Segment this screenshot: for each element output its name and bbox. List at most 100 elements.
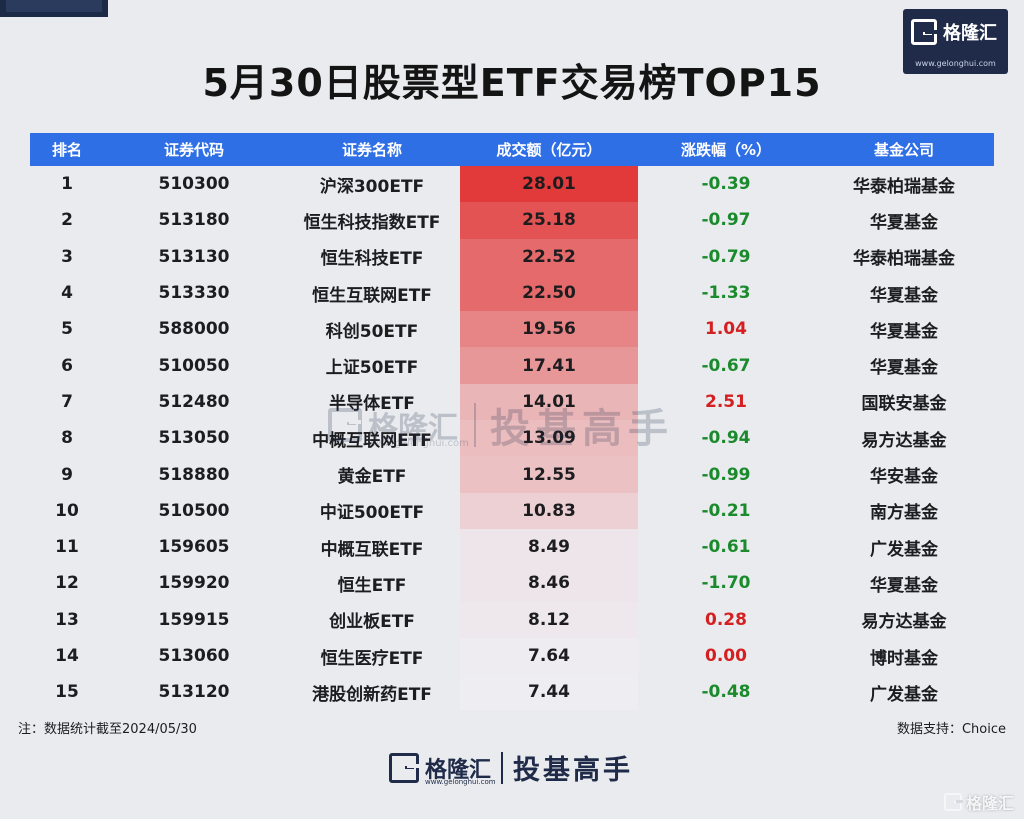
table-row: 3 513130 恒生科技ETF 22.52 -0.79 华泰柏瑞基金	[30, 238, 994, 275]
table-row: 8 513050 中概互联网ETF 13.09 -0.94 易方达基金	[30, 420, 994, 457]
cell-amount: 22.52	[460, 238, 638, 275]
cell-company: 华夏基金	[870, 285, 938, 306]
watermark-url: www.gelonghui.com	[368, 438, 469, 449]
gelonghui-logo-icon	[911, 19, 937, 45]
cell-rank: 11	[55, 537, 79, 558]
table-row: 4 513330 恒生互联网ETF 22.50 -1.33 华夏基金	[30, 274, 994, 312]
cell-name: 中概互联网ETF	[312, 430, 432, 451]
cell-name: 半导体ETF	[329, 394, 415, 415]
cell-name: 恒生医疗ETF	[320, 648, 424, 669]
cell-amount: 7.64	[460, 637, 638, 675]
table-row: 9 518880 黄金ETF 12.55 -0.99 华安基金	[30, 456, 994, 493]
brand-logo-row: 格隆汇	[911, 19, 997, 45]
brand-name: 格隆汇	[943, 23, 997, 44]
cell-company: 华安基金	[870, 467, 938, 488]
cell-name: 创业板ETF	[329, 612, 415, 633]
cell-company: 华夏基金	[870, 358, 938, 379]
cell-rank: 12	[55, 573, 79, 594]
cell-code: 159920	[158, 573, 230, 594]
cell-amount: 25.18	[460, 202, 638, 239]
cell-change: -0.97	[701, 210, 751, 231]
cell-rank: 4	[61, 283, 73, 304]
cell-amount: 10.83	[460, 492, 638, 529]
cell-change: -0.67	[701, 355, 751, 376]
cell-change: -0.61	[701, 537, 751, 558]
cell-code: 510050	[158, 355, 230, 376]
cell-name: 中证500ETF	[319, 503, 425, 524]
cell-company: 易方达基金	[861, 612, 947, 633]
header-change: 涨跌幅（%）	[680, 141, 772, 159]
table-row: 6 510050 上证50ETF 17.41 -0.67 华夏基金	[30, 347, 994, 384]
cell-company: 华夏基金	[870, 212, 938, 233]
cell-rank: 2	[61, 210, 73, 231]
cell-change: 2.51	[705, 391, 747, 412]
center-watermark: 格隆汇 投基高手 www.gelonghui.com	[328, 396, 674, 454]
cell-amount: 8.46	[460, 565, 638, 602]
cell-code: 513330	[158, 283, 230, 304]
watermark-slogan: 投基高手	[490, 405, 674, 452]
cell-change: -0.94	[701, 428, 751, 449]
cell-code: 159915	[158, 609, 230, 630]
watermark-logo-icon	[328, 408, 362, 442]
cell-amount: 7.44	[460, 674, 638, 711]
page-title: 5月30日股票型ETF交易榜TOP15	[202, 61, 822, 105]
table-row: 5 588000 科创50ETF 19.56 1.04 华夏基金	[30, 311, 994, 348]
table-row: 12 159920 恒生ETF 8.46 -1.70 华夏基金	[30, 565, 994, 602]
cell-company: 易方达基金	[861, 430, 947, 451]
cell-code: 518880	[158, 464, 230, 485]
cell-company: 华夏基金	[870, 321, 938, 342]
cell-name: 上证50ETF	[325, 358, 419, 379]
cell-name: 恒生互联网ETF	[312, 285, 432, 306]
cell-change: 0.00	[705, 646, 747, 666]
cell-code: 513180	[158, 210, 230, 231]
cell-amount: 12.55	[460, 456, 638, 493]
cell-amount: 28.01	[460, 166, 638, 203]
table-row: 10 510500 中证500ETF 10.83 -0.21 南方基金	[30, 492, 994, 529]
cell-rank: 5	[61, 319, 73, 340]
table-row: 14 513060 恒生医疗ETF 7.64 0.00 博时基金	[30, 637, 994, 675]
cell-rank: 8	[61, 428, 73, 449]
table-row: 13 159915 创业板ETF 8.12 0.28 易方达基金	[30, 601, 994, 638]
cell-company: 华夏基金	[870, 575, 938, 596]
footer-separator	[501, 751, 504, 784]
cell-change: -0.99	[701, 464, 751, 485]
cell-company: 华泰柏瑞基金	[853, 249, 955, 270]
table-row: 2 513180 恒生科技指数ETF 25.18 -0.97 华夏基金	[30, 202, 994, 239]
cell-change: -0.21	[701, 500, 751, 521]
cell-company: 博时基金	[870, 648, 938, 669]
cell-name: 沪深300ETF	[319, 176, 425, 197]
cell-code: 510300	[158, 174, 230, 195]
header-rank: 排名	[51, 141, 82, 159]
cell-rank: 15	[55, 682, 79, 703]
footer-brand-name: 格隆汇	[425, 757, 492, 783]
etf-table: 排名 证券代码 证券名称 成交额（亿元） 涨跌幅（%） 基金公司 1 510300…	[30, 133, 994, 711]
cell-change: -0.39	[701, 174, 751, 195]
cell-change: -0.79	[701, 246, 751, 267]
cell-rank: 7	[61, 391, 73, 412]
cell-rank: 13	[55, 609, 79, 630]
cell-amount: 8.12	[460, 601, 638, 638]
header-code: 证券代码	[163, 141, 224, 159]
footer-logo: 格隆汇 投基高手 www.gelonghui.com	[389, 748, 633, 787]
cell-change: 0.28	[705, 609, 747, 630]
watermark-separator	[474, 403, 476, 447]
cell-rank: 3	[61, 246, 73, 267]
cell-amount: 17.41	[460, 347, 638, 384]
cell-name: 恒生ETF	[337, 575, 407, 596]
data-source: 数据支持：Choice	[896, 722, 1006, 737]
cell-amount: 13.09	[460, 420, 638, 457]
brand-logo-box: 格隆汇 www.gelonghui.com	[903, 9, 1008, 74]
cell-company: 广发基金	[870, 684, 938, 705]
cell-rank: 9	[61, 464, 73, 485]
header-amount: 成交额（亿元）	[496, 141, 602, 159]
cell-code: 513130	[158, 246, 230, 267]
table-header: 排名 证券代码 证券名称 成交额（亿元） 涨跌幅（%） 基金公司	[30, 133, 994, 166]
cell-amount: 8.49	[460, 528, 638, 566]
data-note: 注：数据统计截至2024/05/30	[18, 722, 197, 737]
corner-watermark: 格隆汇	[943, 790, 1014, 814]
cell-code: 512480	[158, 391, 230, 412]
brand-url: www.gelonghui.com	[915, 59, 996, 68]
cell-code: 513060	[158, 646, 230, 666]
cell-company: 南方基金	[870, 503, 938, 524]
corner-logo-icon	[943, 793, 963, 811]
